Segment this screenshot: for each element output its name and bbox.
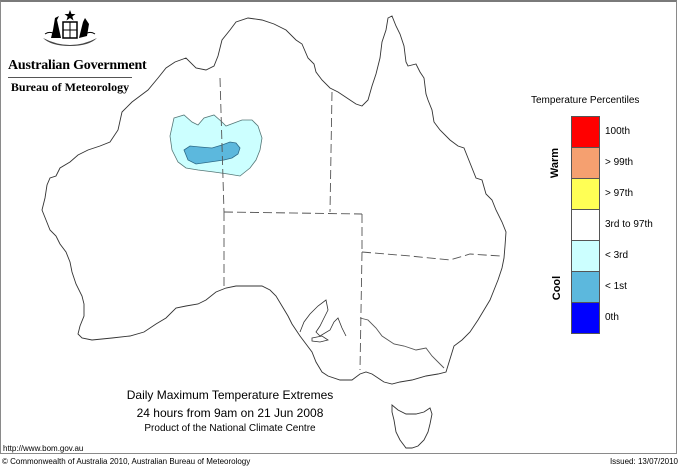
legend-label: > 97th: [605, 188, 634, 199]
overlay-below-1st: [183, 141, 241, 165]
copyright-notice: © Commonwealth of Australia 2010, Austra…: [2, 457, 251, 466]
map-frame: [0, 0, 677, 454]
map-title: Daily Maximum Temperature Extremes: [126, 388, 334, 402]
tasmania-coastline: [391, 404, 433, 449]
legend-swatch-100th: [572, 117, 599, 148]
legend-label: 0th: [605, 312, 619, 323]
legend-label: 100th: [605, 126, 631, 137]
legend-color-bar: [571, 116, 600, 334]
legend-swatch-1st: [572, 272, 599, 303]
coat-of-arms-icon: [43, 10, 97, 46]
kangaroo-island: [311, 335, 329, 343]
legend-swatch-3rd: [572, 241, 599, 272]
legend-label: 3rd to 97th: [605, 219, 653, 230]
legend-label: > 99th: [605, 157, 634, 168]
government-logo: Australian Government Bureau of Meteorol…: [8, 8, 147, 95]
bom-url-link[interactable]: http://www.bom.gov.au: [3, 444, 84, 453]
legend-swatch-97th: [572, 179, 599, 210]
map-period: 24 hours from 9am on 21 Jun 2008: [136, 406, 324, 420]
map-product-credit: Product of the National Climate Centre: [144, 423, 316, 434]
legend-cool-label: Cool: [551, 275, 564, 301]
australia-map: [41, 15, 507, 449]
legend-label: < 3rd: [605, 250, 629, 261]
issued-date: Issued: 13/07/2010: [609, 457, 678, 466]
government-name: Australian Government: [8, 58, 147, 73]
state-borders: [219, 77, 501, 371]
legend-warm-label: Warm: [549, 147, 562, 179]
spencer-gulf: [299, 299, 347, 337]
legend-swatch-normal: [572, 210, 599, 241]
legend-swatch-0th: [572, 303, 599, 333]
legend-label: < 1st: [605, 281, 627, 292]
bureau-name: Bureau of Meteorology: [10, 80, 130, 94]
legend-title: Temperature Percentiles: [531, 95, 640, 106]
mainland-coastline: [41, 15, 507, 385]
logo-divider: [8, 77, 132, 78]
legend-swatch-99th: [572, 148, 599, 179]
vic-nsw-border: [359, 317, 445, 369]
